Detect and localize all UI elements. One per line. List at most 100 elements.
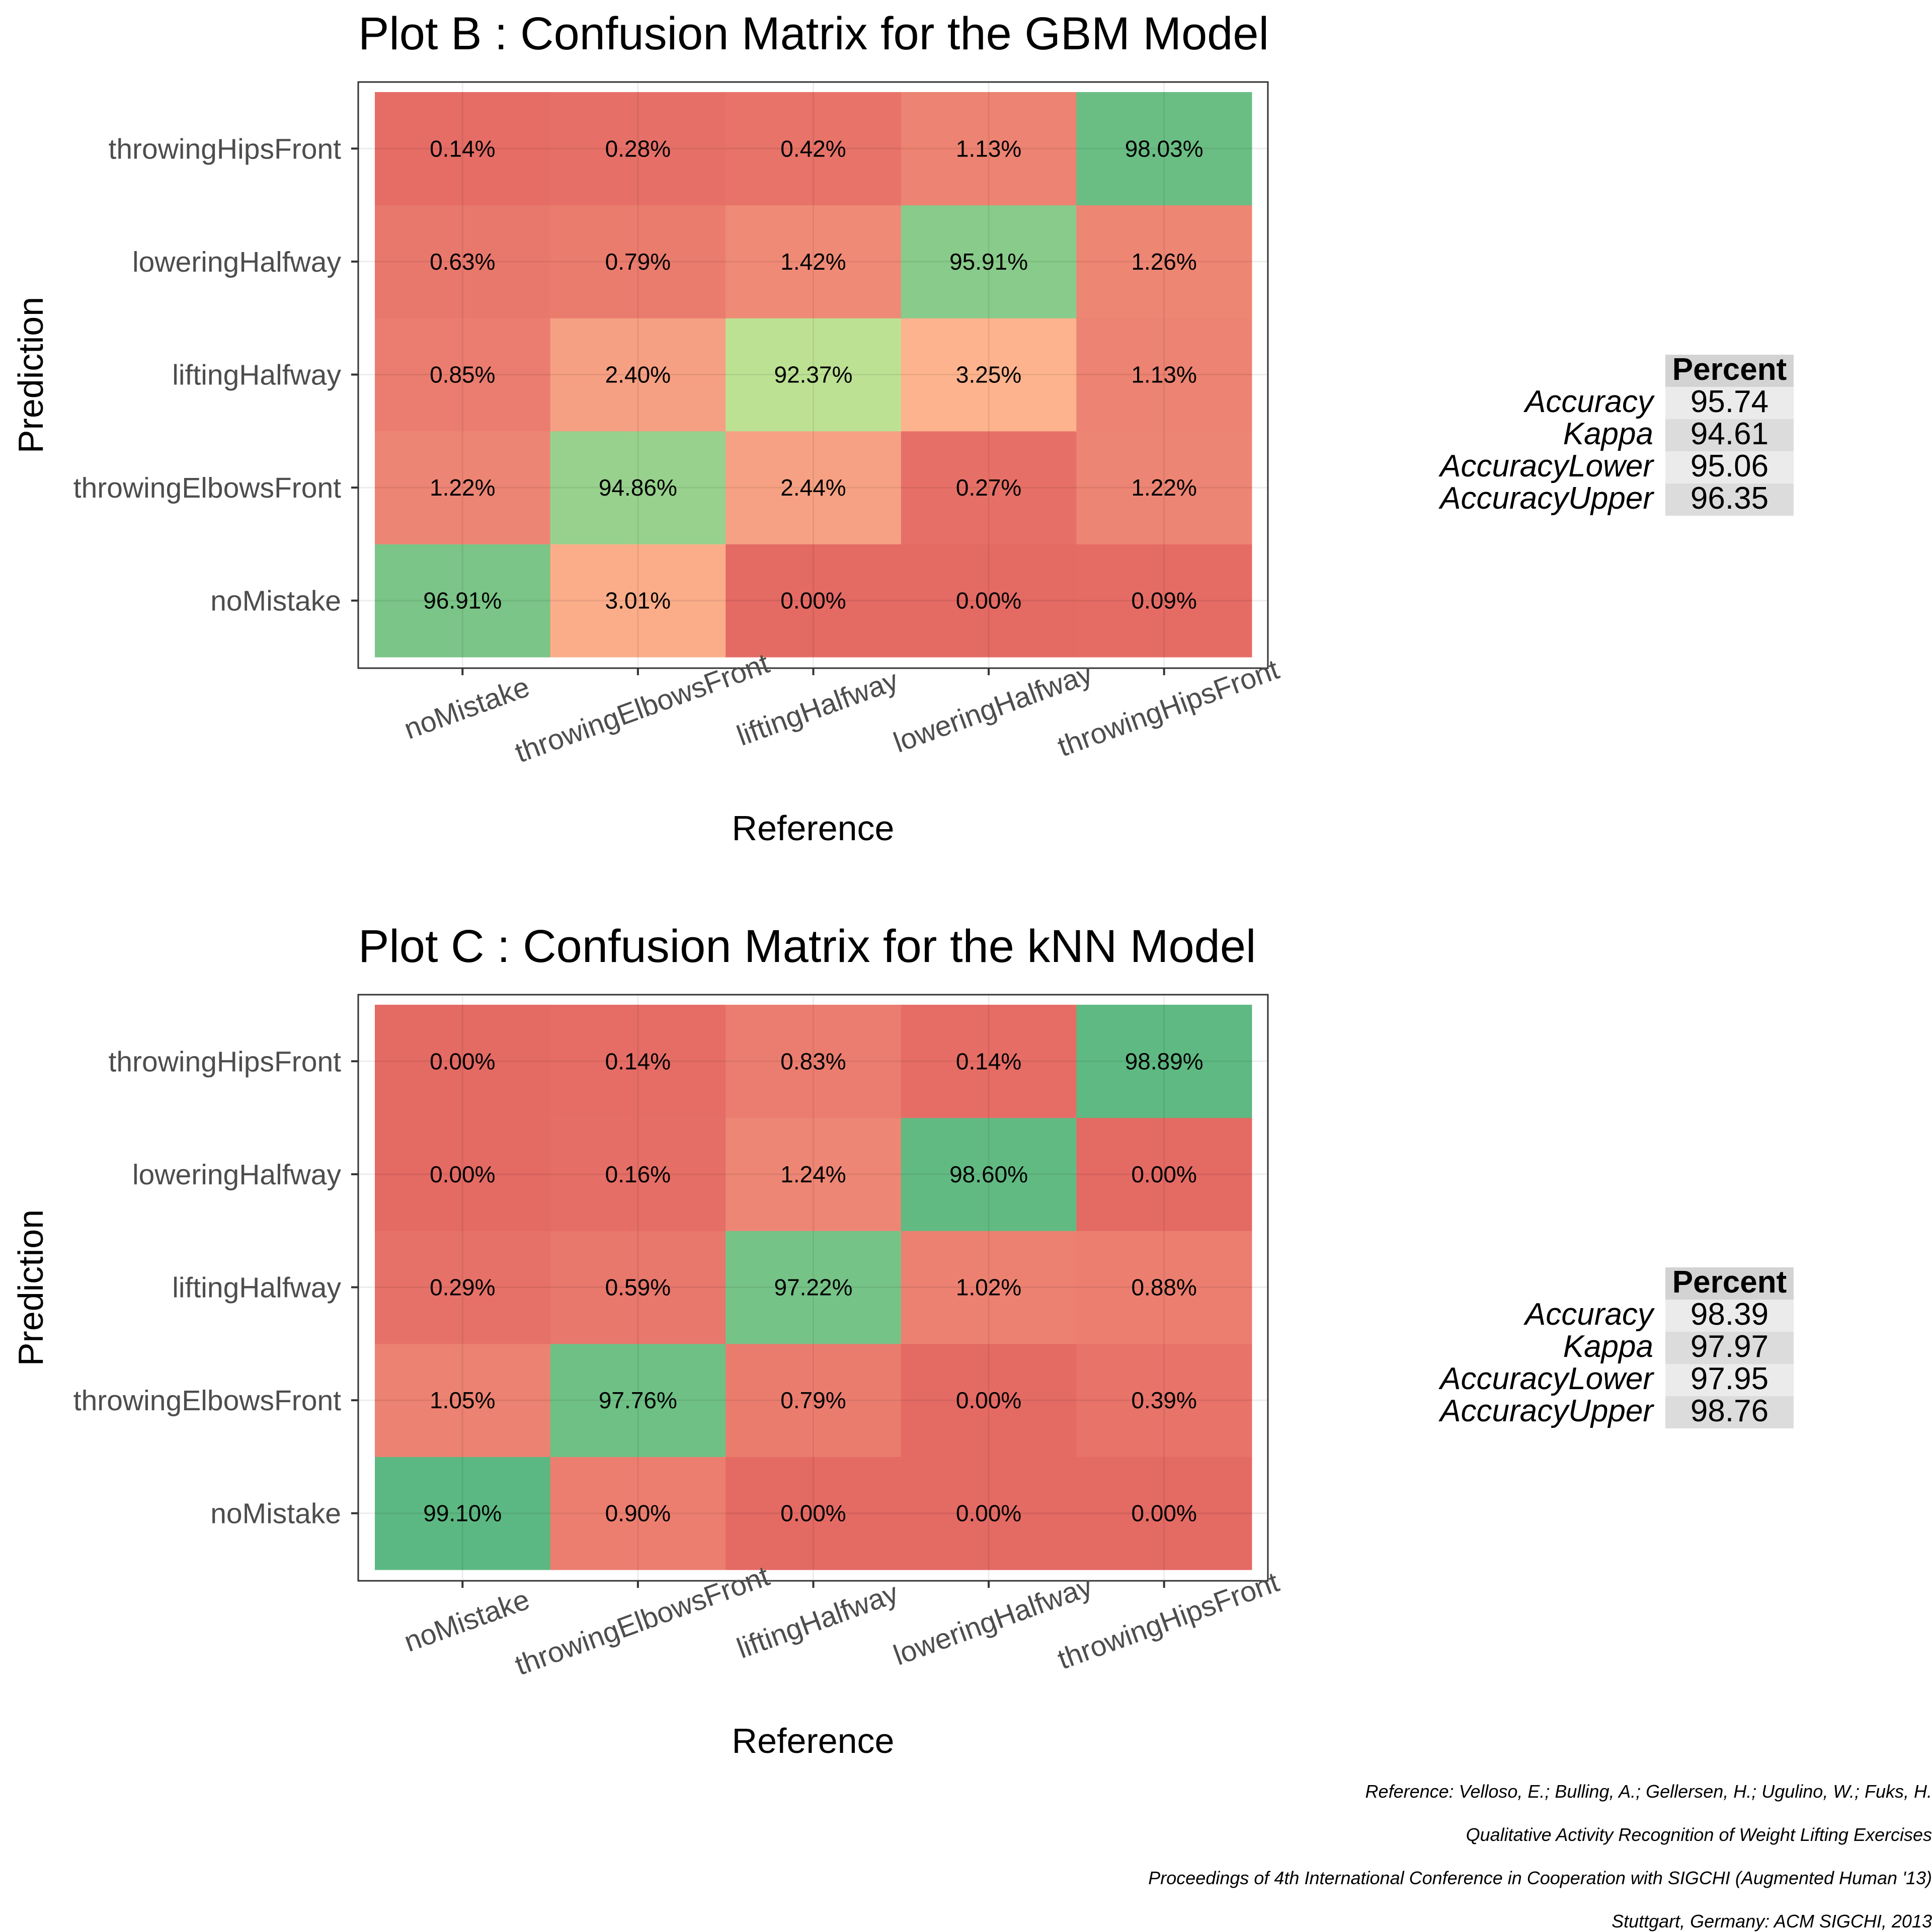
cell-label-r1-c4: 1.22% bbox=[1131, 474, 1196, 501]
cell-label-r2-c2: 92.37% bbox=[774, 362, 852, 388]
y-tick-label: throwingHipsFront bbox=[108, 133, 341, 165]
heatmap-cell-r1-c3 bbox=[901, 431, 1077, 544]
heatmap-cell-r1-c2 bbox=[726, 431, 902, 544]
heatmap-cell-r4-c4 bbox=[1076, 1005, 1252, 1118]
stats-row-bg bbox=[1665, 387, 1794, 419]
cell-label-r2-c4: 0.88% bbox=[1131, 1274, 1196, 1301]
stats-row-bg bbox=[1665, 1332, 1794, 1364]
y-tick-label: noMistake bbox=[210, 1498, 341, 1530]
reference-line-4: Stuttgart, Germany: ACM SIGCHI, 2013 bbox=[1612, 1911, 1932, 1931]
x-axis-title: Reference bbox=[732, 809, 895, 848]
heatmap-cell-r3-c3 bbox=[901, 205, 1077, 318]
cell-label-r1-c2: 2.44% bbox=[780, 474, 846, 501]
heatmap-cell-r0-c2 bbox=[726, 544, 902, 658]
cell-label-r2-c2: 97.22% bbox=[774, 1274, 852, 1301]
cell-label-r3-c4: 0.00% bbox=[1131, 1161, 1196, 1187]
stats-row-name: Accuracy bbox=[1523, 384, 1655, 419]
cell-label-r0-c3: 0.00% bbox=[956, 588, 1021, 614]
heatmap-cell-r0-c0 bbox=[375, 1457, 551, 1570]
heatmap-cell-r0-c2 bbox=[726, 1457, 902, 1570]
cell-label-r2-c3: 1.02% bbox=[956, 1274, 1021, 1301]
stats-row-name: AccuracyUpper bbox=[1438, 481, 1654, 516]
y-tick-label: throwingElbowsFront bbox=[73, 472, 341, 504]
y-tick-label: throwingHipsFront bbox=[108, 1045, 341, 1078]
stats-table-header-bg bbox=[1665, 355, 1794, 387]
cell-label-r3-c1: 0.79% bbox=[605, 249, 671, 275]
cell-label-r4-c4: 98.89% bbox=[1125, 1048, 1203, 1074]
chart-panel-1: Plot B : Confusion Matrix for the GBM Mo… bbox=[11, 8, 1794, 848]
stats-table-header: Percent bbox=[1672, 1265, 1787, 1300]
cell-label-r0-c0: 99.10% bbox=[423, 1500, 502, 1526]
cell-label-r1-c3: 0.00% bbox=[956, 1387, 1021, 1413]
heatmap-cell-r4-c0 bbox=[375, 1005, 551, 1118]
cell-label-r3-c0: 0.63% bbox=[430, 249, 495, 275]
cell-label-r1-c1: 94.86% bbox=[599, 474, 677, 501]
stats-row-name: Kappa bbox=[1563, 417, 1653, 451]
heatmap-cell-r4-c3 bbox=[901, 92, 1077, 206]
heatmap-cell-r4-c1 bbox=[550, 92, 726, 206]
heatmap-cell-r1-c4 bbox=[1076, 431, 1252, 544]
heatmap-cell-r1-c2 bbox=[726, 1343, 902, 1457]
stats-row-value: 95.06 bbox=[1691, 449, 1768, 484]
heatmap-cell-r0-c0 bbox=[375, 544, 551, 658]
stats-row-bg bbox=[1665, 1364, 1794, 1396]
heatmap-cell-r4-c2 bbox=[726, 1005, 902, 1118]
stats-row-value: 98.39 bbox=[1691, 1297, 1768, 1332]
heatmap-cell-r2-c3 bbox=[901, 318, 1077, 432]
stats-row-name: AccuracyLower bbox=[1438, 1361, 1654, 1396]
reference-line-1: Reference: Velloso, E.; Bulling, A.; Gel… bbox=[1365, 1781, 1932, 1802]
heatmap-cell-r4-c0 bbox=[375, 92, 551, 206]
stats-row-value: 97.97 bbox=[1691, 1329, 1768, 1364]
cell-label-r3-c3: 98.60% bbox=[949, 1161, 1028, 1187]
stats-table: Percent Accuracy 95.74 Kappa 94.61 AccuracyLo… bbox=[1438, 352, 1794, 516]
heatmap-cell-r2-c4 bbox=[1076, 1231, 1252, 1344]
y-tick-label: liftingHalfway bbox=[172, 1272, 341, 1304]
stats-row-name: Kappa bbox=[1563, 1329, 1653, 1364]
reference-line-3: Proceedings of 4th International Confere… bbox=[1148, 1868, 1932, 1888]
stats-row-value: 96.35 bbox=[1691, 481, 1768, 516]
cell-label-r0-c3: 0.00% bbox=[956, 1500, 1021, 1526]
stats-row-bg bbox=[1665, 451, 1794, 484]
cell-label-r2-c1: 2.40% bbox=[605, 362, 671, 388]
heatmap-cell-r4-c3 bbox=[901, 1005, 1077, 1118]
cell-label-r0-c4: 0.09% bbox=[1131, 588, 1196, 614]
cell-label-r1-c1: 97.76% bbox=[599, 1387, 677, 1413]
heatmap-cell-r3-c1 bbox=[550, 205, 726, 318]
cell-label-r4-c2: 0.42% bbox=[780, 135, 846, 162]
heatmap-cell-r2-c1 bbox=[550, 1231, 726, 1344]
cell-label-r2-c0: 0.85% bbox=[430, 362, 495, 388]
cell-label-r0-c2: 0.00% bbox=[780, 1500, 846, 1526]
heatmap-cell-r1-c1 bbox=[550, 1343, 726, 1457]
reference-line-2: Qualitative Activity Recognition of Weig… bbox=[1466, 1824, 1932, 1845]
chart-panel-2: Plot C : Confusion Matrix for the kNN Mo… bbox=[11, 921, 1794, 1760]
heatmap-cell-r1-c0 bbox=[375, 1343, 551, 1457]
y-axis-title: Prediction bbox=[11, 297, 50, 453]
cell-label-r0-c1: 3.01% bbox=[605, 588, 671, 614]
heatmap-cell-r4-c2 bbox=[726, 92, 902, 206]
heatmap-cell-r3-c2 bbox=[726, 1117, 902, 1231]
stats-row-bg bbox=[1665, 419, 1794, 451]
heatmap-cell-r3-c1 bbox=[550, 1117, 726, 1231]
heatmap-cell-r2-c2 bbox=[726, 318, 902, 432]
heatmap-cell-r3-c4 bbox=[1076, 205, 1252, 318]
heatmap-cell-r0-c4 bbox=[1076, 544, 1252, 658]
heatmap-cell-r4-c1 bbox=[550, 1005, 726, 1118]
cell-label-r0-c1: 0.90% bbox=[605, 1500, 671, 1526]
heatmap-cell-r0-c1 bbox=[550, 1457, 726, 1570]
cell-label-r2-c1: 0.59% bbox=[605, 1274, 671, 1301]
heatmap-cell-r2-c4 bbox=[1076, 318, 1252, 432]
cell-label-r0-c2: 0.00% bbox=[780, 588, 846, 614]
heatmap-cell-r2-c0 bbox=[375, 1231, 551, 1344]
stats-row-bg bbox=[1665, 1396, 1794, 1428]
cell-label-r1-c2: 0.79% bbox=[780, 1387, 846, 1413]
cell-label-r2-c4: 1.13% bbox=[1131, 362, 1196, 388]
cell-label-r4-c4: 98.03% bbox=[1125, 135, 1203, 162]
heatmap-cell-r2-c0 bbox=[375, 318, 551, 432]
cell-label-r4-c0: 0.00% bbox=[430, 1048, 495, 1074]
cell-label-r3-c3: 95.91% bbox=[949, 249, 1028, 275]
cell-label-r0-c0: 96.91% bbox=[423, 588, 502, 614]
stats-row-bg bbox=[1665, 484, 1794, 516]
cell-label-r4-c0: 0.14% bbox=[430, 135, 495, 162]
cell-label-r4-c1: 0.28% bbox=[605, 135, 671, 162]
